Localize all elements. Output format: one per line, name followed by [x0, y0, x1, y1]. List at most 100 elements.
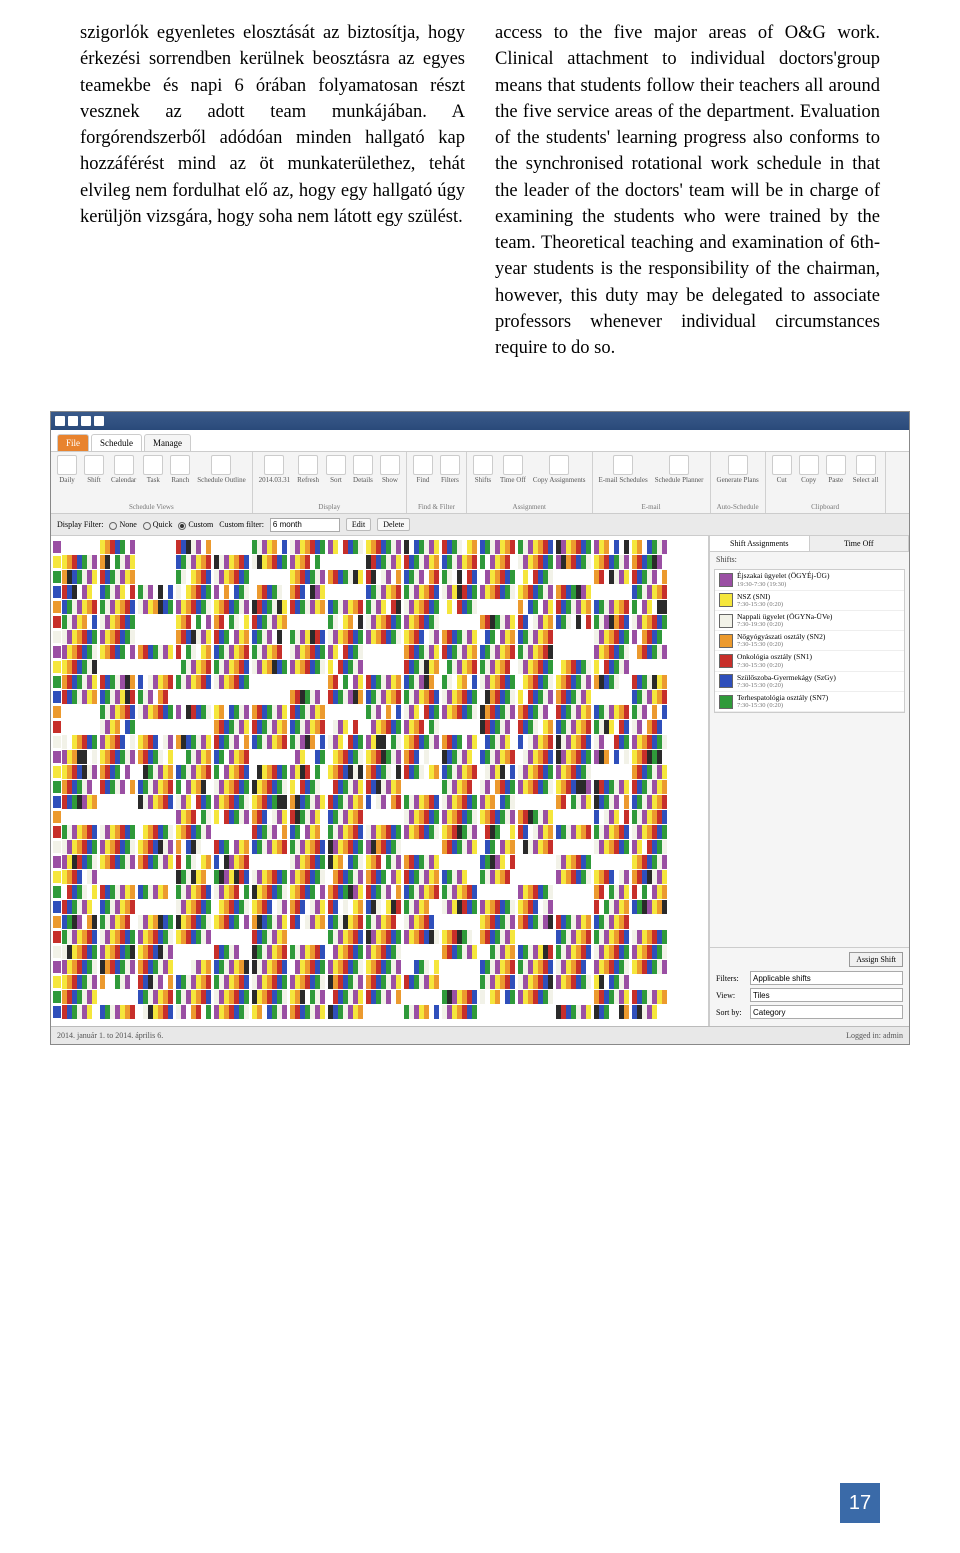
display-filter-label: Display Filter:: [57, 520, 103, 529]
ribbon-button[interactable]: E-mail Schedules: [597, 454, 650, 485]
schedule-row: [53, 615, 706, 629]
status-left: 2014. január 1. to 2014. április 6.: [57, 1031, 163, 1040]
view-label: View:: [716, 991, 746, 1000]
custom-filter-label: Custom filter:: [219, 520, 264, 529]
assign-shift-button[interactable]: Assign Shift: [849, 952, 903, 967]
ribbon-button[interactable]: Shifts: [471, 454, 495, 485]
titlebar: [51, 412, 909, 430]
schedule-row: [53, 780, 706, 794]
schedule-row: [53, 720, 706, 734]
page-number: 17: [840, 1483, 880, 1523]
schedule-row: [53, 660, 706, 674]
ribbon-button[interactable]: Schedule Planner: [653, 454, 706, 485]
titlebar-icon: [68, 416, 78, 426]
shift-item[interactable]: Onkológia osztály (SN1)7:30-15:30 (0:20): [715, 651, 904, 671]
schedule-row: [53, 795, 706, 809]
ribbon-button[interactable]: Copy Assignments: [531, 454, 588, 485]
ribbon-button[interactable]: Cut: [770, 454, 794, 485]
ribbon-button[interactable]: Refresh: [295, 454, 321, 485]
ribbon-group: DailyShiftCalendarTaskRanchSchedule Outl…: [51, 452, 253, 513]
sort-input[interactable]: [750, 1005, 903, 1019]
ribbon-button[interactable]: Time Off: [498, 454, 528, 485]
ribbon-group: FindFiltersFind & Filter: [407, 452, 467, 513]
shift-item[interactable]: Szülőszoba-Gyermekágy (SzGy)7:30-15:30 (…: [715, 672, 904, 692]
ribbon-body: DailyShiftCalendarTaskRanchSchedule Outl…: [51, 452, 909, 514]
right-column: access to the five major areas of O&G wo…: [495, 20, 880, 361]
filter-toolbar: Display Filter: None Quick Custom Custom…: [51, 514, 909, 536]
ribbon-button[interactable]: Details: [351, 454, 375, 485]
filter-input[interactable]: [750, 971, 903, 985]
schedule-row: [53, 765, 706, 779]
ribbon-button[interactable]: 2014.03.31: [257, 454, 293, 485]
shift-item[interactable]: Terhespatológia osztály (SN7)7:30-15:30 …: [715, 692, 904, 712]
side-tab-shifts[interactable]: Shift Assignments: [710, 536, 810, 551]
view-field: View:: [716, 988, 903, 1002]
edit-button[interactable]: Edit: [346, 518, 371, 531]
schedule-row: [53, 600, 706, 614]
filter-option-none[interactable]: None: [109, 520, 136, 529]
ribbon-tab-file[interactable]: File: [57, 434, 89, 451]
schedule-row: [53, 735, 706, 749]
ribbon-button[interactable]: Ranch: [168, 454, 192, 485]
ribbon-button[interactable]: Schedule Outline: [195, 454, 247, 485]
side-panel: Shift Assignments Time Off Shifts: Éjsza…: [709, 536, 909, 1026]
ribbon-button[interactable]: Task: [141, 454, 165, 485]
schedule-row: [53, 960, 706, 974]
status-right: Logged in: admin: [846, 1031, 903, 1040]
shift-item[interactable]: NSZ (SNI)7:30-15:30 (0:20): [715, 591, 904, 611]
shift-item[interactable]: Nappali ügyelet (ÖGYNa-ÜVe)7:30-19:30 (0…: [715, 611, 904, 631]
ribbon-button[interactable]: Filters: [438, 454, 462, 485]
status-bar: 2014. január 1. to 2014. április 6. Logg…: [51, 1026, 909, 1044]
schedule-row: [53, 915, 706, 929]
shift-item[interactable]: Nőgyógyászati osztály (SN2)7:30-15:30 (0…: [715, 631, 904, 651]
side-tab-timeoff[interactable]: Time Off: [810, 536, 910, 551]
schedule-row: [53, 585, 706, 599]
filter-field: Filters:: [716, 971, 903, 985]
schedule-row: [53, 855, 706, 869]
ribbon-button[interactable]: Show: [378, 454, 402, 485]
ribbon-button[interactable]: Find: [411, 454, 435, 485]
ribbon-button[interactable]: Shift: [82, 454, 106, 485]
titlebar-icon: [55, 416, 65, 426]
schedule-row: [53, 645, 706, 659]
schedule-row: [53, 975, 706, 989]
ribbon-button[interactable]: Paste: [824, 454, 848, 485]
ribbon-button[interactable]: Generate Plans: [715, 454, 761, 485]
schedule-row: [53, 705, 706, 719]
app-screenshot: File Schedule Manage DailyShiftCalendarT…: [50, 411, 910, 1045]
ribbon-button[interactable]: Calendar: [109, 454, 138, 485]
schedule-row: [53, 675, 706, 689]
filter-option-quick[interactable]: Quick: [143, 520, 173, 529]
ribbon-group: CutCopyPasteSelect allClipboard: [766, 452, 886, 513]
titlebar-icon: [81, 416, 91, 426]
schedule-row: [53, 990, 706, 1004]
ribbon-tab-schedule[interactable]: Schedule: [91, 434, 142, 451]
schedule-grid[interactable]: [51, 536, 709, 1026]
schedule-row: [53, 570, 706, 584]
shift-item[interactable]: Éjszakai ügyelet (ÖGYÉj-ÜG)19:30-7:30 (1…: [715, 570, 904, 590]
filter-option-custom[interactable]: Custom: [178, 520, 213, 529]
schedule-row: [53, 1005, 706, 1019]
left-column: szigorlók egyenletes elosztását az bizto…: [80, 20, 465, 361]
delete-button[interactable]: Delete: [377, 518, 410, 531]
ribbon-button[interactable]: Copy: [797, 454, 821, 485]
schedule-row: [53, 870, 706, 884]
schedule-row: [53, 540, 706, 554]
schedule-row: [53, 750, 706, 764]
schedule-row: [53, 840, 706, 854]
ribbon-tab-manage[interactable]: Manage: [144, 434, 191, 451]
schedule-row: [53, 885, 706, 899]
side-section-title: Shifts:: [710, 552, 909, 567]
ribbon-button[interactable]: Sort: [324, 454, 348, 485]
schedule-row: [53, 630, 706, 644]
custom-filter-input[interactable]: [270, 518, 340, 532]
main-area: Shift Assignments Time Off Shifts: Éjsza…: [51, 536, 909, 1026]
schedule-row: [53, 930, 706, 944]
sort-label: Sort by:: [716, 1008, 746, 1017]
ribbon-button[interactable]: Select all: [851, 454, 881, 485]
ribbon-button[interactable]: Daily: [55, 454, 79, 485]
schedule-row: [53, 690, 706, 704]
schedule-row: [53, 900, 706, 914]
ribbon-group: 2014.03.31RefreshSortDetailsShowDisplay: [253, 452, 407, 513]
view-input[interactable]: [750, 988, 903, 1002]
